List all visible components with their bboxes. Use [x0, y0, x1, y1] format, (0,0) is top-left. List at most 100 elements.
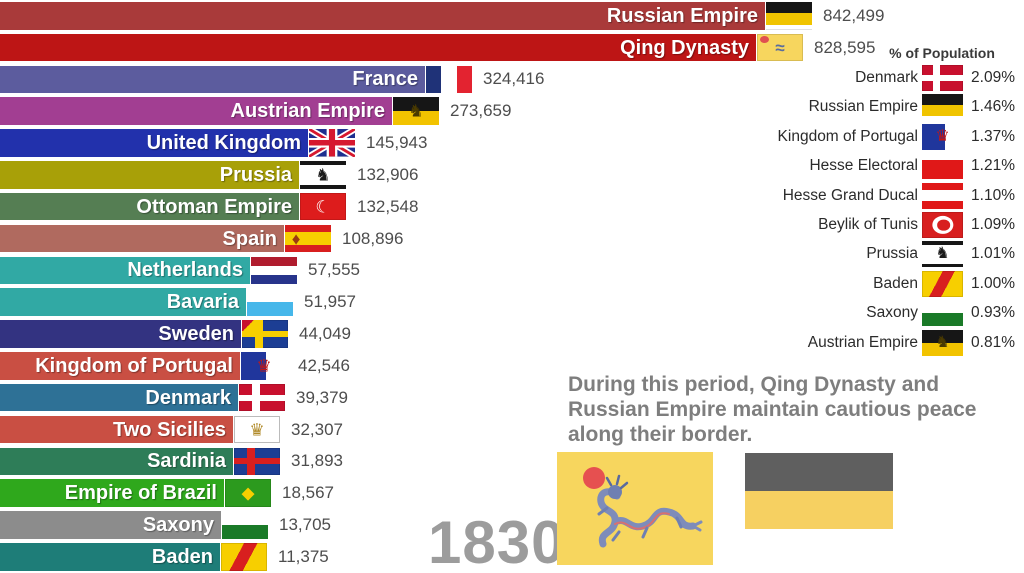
side-panel-country-saxony: Saxony — [866, 304, 918, 322]
austria-emblem-glyph: ♞ — [408, 101, 424, 121]
bar-row-kingdom-of-portugal: Kingdom of Portugal ♛ 42,546 — [0, 350, 1024, 382]
country-bar-united-kingdom: United Kingdom — [0, 129, 308, 157]
bar-label-united-kingdom: United Kingdom — [146, 132, 301, 155]
bar-label-denmark: Denmark — [145, 386, 231, 409]
brazil-emblem-glyph: ◆ — [241, 483, 255, 503]
bar-row-united-kingdom: United Kingdom 145,943 — [0, 127, 1024, 159]
side-panel-pct-saxony: 0.93% — [971, 304, 1015, 322]
side-panel-country-austrian-empire: Austrian Empire — [807, 333, 918, 351]
bar-row-austrian-empire: Austrian Empire ♞ 273,659 — [0, 95, 1024, 127]
bar-label-kingdom-of-portugal: Kingdom of Portugal — [35, 354, 233, 377]
bar-label-qing-dynasty: Qing Dynasty — [620, 36, 749, 59]
russian-flag-stripe — [745, 490, 893, 529]
bar-value-prussia: 132,906 — [357, 164, 419, 184]
bar-label-spain: Spain — [222, 227, 277, 250]
country-bar-denmark: Denmark — [0, 383, 238, 412]
side-panel-country-hesse-grand-ducal: Hesse Grand Ducal — [782, 186, 918, 204]
bar-row-saxony: Saxony 13,705 — [0, 509, 1024, 541]
bar-row-spain: Spain ♦ 108,896 — [0, 223, 1024, 255]
side-panel-pct-denmark: 2.09% — [971, 69, 1015, 86]
denmark-flag-icon — [922, 65, 963, 91]
country-bar-france: France — [0, 65, 425, 94]
bar-value-saxony: 13,705 — [279, 515, 331, 535]
side-panel-row-kingdom-of-portugal: Kingdom of Portugal ♛ 1.37% — [700, 123, 1021, 151]
russian-empire-flag-icon — [766, 2, 812, 30]
side-panel-country-baden: Baden — [873, 274, 918, 292]
bar-row-baden: Baden 11,375 — [0, 541, 1024, 573]
bar-row-qing-dynasty: Qing Dynasty ≈828,595 — [0, 32, 1024, 64]
bar-row-russian-empire: Russian Empire 842,499 — [0, 0, 1024, 32]
bar-row-france: France 324,416 — [0, 64, 1024, 96]
side-panel-title: % of Population — [889, 45, 995, 61]
spain-flag-icon: ♦ — [285, 224, 331, 253]
country-bar-spain: Spain — [0, 224, 284, 253]
country-bar-bavaria: Bavaria — [0, 288, 246, 316]
bar-row-ottoman-empire: Ottoman Empire ☾ 132,548 — [0, 191, 1024, 223]
bar-value-empire-of-brazil: 18,567 — [282, 483, 334, 503]
brazil-flag-icon: ◆ — [225, 479, 271, 507]
side-panel-country-hesse-electoral: Hesse Electoral — [809, 157, 918, 175]
austria-flag-icon: ♞ — [393, 97, 439, 125]
bar-row-denmark: Denmark 39,379 — [0, 382, 1024, 414]
uk-flag-icon — [309, 129, 355, 157]
bar-value-qing-dynasty: 828,595 — [814, 37, 876, 57]
side-panel-country-beylik-of-tunis: Beylik of Tunis — [818, 216, 918, 233]
prussia-emblem-glyph: ♞ — [315, 165, 331, 185]
country-bar-sweden: Sweden — [0, 320, 241, 348]
baden-flag-icon — [922, 270, 963, 297]
side-panel-pct-baden: 1.00% — [971, 274, 1015, 292]
country-bar-kingdom-of-portugal: Kingdom of Portugal — [0, 352, 240, 380]
side-panel-row-austrian-empire: Austrian Empire ♞ 0.81% — [700, 329, 1021, 357]
bar-value-austrian-empire: 273,659 — [450, 101, 512, 121]
portugal-emblem-glyph: ♛ — [256, 356, 272, 376]
bar-label-empire-of-brazil: Empire of Brazil — [64, 482, 217, 505]
portugal-flag-icon: ♛ — [241, 352, 287, 380]
hesse-grand-ducal-flag-icon — [922, 182, 963, 209]
annotation-line: During this period, Qing Dynasty and — [568, 373, 940, 396]
side-panel-country-prussia: Prussia — [866, 245, 918, 263]
netherlands-flag-icon — [251, 256, 297, 285]
side-panel-row-baden: Baden 1.00% — [700, 270, 1021, 298]
bar-value-two-sicilies: 32,307 — [291, 419, 343, 439]
bar-row-two-sicilies: Two Sicilies ♛ 32,307 — [0, 414, 1024, 446]
bar-value-sweden: 44,049 — [299, 324, 351, 344]
bar-label-bavaria: Bavaria — [166, 291, 239, 314]
side-panel-row-prussia: Prussia ♞ 1.01% — [700, 240, 1021, 268]
bar-label-russian-empire: Russian Empire — [606, 4, 758, 27]
spain-emblem-glyph: ♦ — [291, 229, 301, 249]
portugal-flag-icon: ♛ — [922, 123, 963, 150]
side-panel-pct-hesse-grand-ducal: 1.10% — [971, 186, 1015, 204]
country-bar-prussia: Prussia — [0, 161, 299, 189]
denmark-flag-icon — [239, 383, 285, 412]
country-bar-empire-of-brazil: Empire of Brazil — [0, 479, 224, 507]
side-panel-pct-hesse-electoral: 1.21% — [971, 157, 1015, 175]
bar-value-baden: 11,375 — [278, 546, 329, 566]
saxony-flag-icon — [222, 511, 268, 539]
bar-label-baden: Baden — [151, 545, 213, 568]
bar-value-spain: 108,896 — [342, 228, 404, 248]
side-panel-country-denmark: Denmark — [855, 69, 918, 86]
side-panel-row-russian-empire: Russian Empire 1.46% — [700, 93, 1021, 121]
hesse-electoral-flag-icon — [922, 153, 963, 180]
country-bar-ottoman-empire: Ottoman Empire — [0, 192, 299, 221]
bar-value-kingdom-of-portugal: 42,546 — [298, 355, 350, 375]
bar-row-empire-of-brazil: Empire of Brazil ◆ 18,567 — [0, 477, 1024, 509]
side-panel-row-denmark: Denmark 2.09% — [700, 64, 1021, 92]
bar-row-prussia: Prussia ♞ 132,906 — [0, 159, 1024, 191]
russian-flag-stripe — [745, 528, 893, 567]
side-panel-pct-beylik-of-tunis: 1.09% — [971, 216, 1015, 233]
country-bar-netherlands: Netherlands — [0, 256, 250, 285]
ottoman-flag-icon: ☾ — [300, 192, 346, 221]
side-panel-country-russian-empire: Russian Empire — [808, 98, 918, 116]
austria-emblem-glyph: ♞ — [935, 333, 950, 351]
russian-empire-flag-image — [745, 453, 893, 567]
annotation-text: During this period, Qing Dynasty and Rus… — [568, 372, 1024, 447]
side-panel-pct-russian-empire: 1.46% — [971, 98, 1015, 116]
bar-label-ottoman-empire: Ottoman Empire — [136, 195, 292, 218]
russian-flag-stripe — [745, 453, 893, 491]
qing-dynasty-flag-image — [557, 452, 713, 565]
bar-value-france: 324,416 — [483, 69, 545, 89]
sardinia-flag-icon — [234, 447, 280, 476]
bar-value-denmark: 39,379 — [296, 387, 348, 407]
